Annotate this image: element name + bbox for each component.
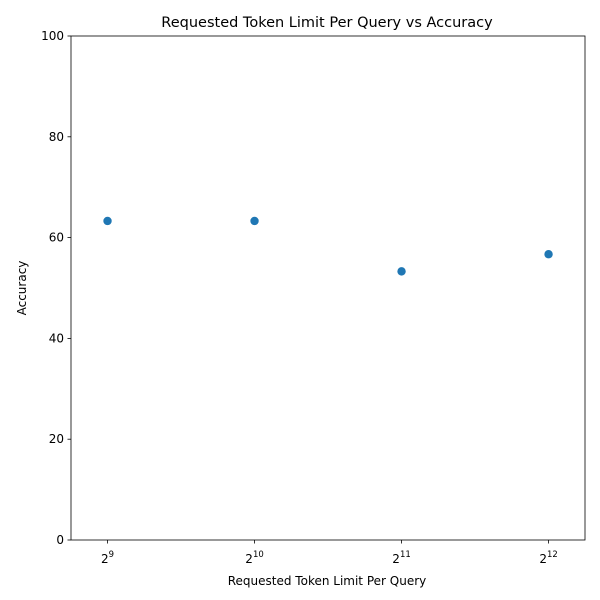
data-point — [397, 267, 406, 276]
y-tick-label: 40 — [49, 331, 64, 345]
y-tick-label: 80 — [49, 130, 64, 144]
x-tick-base: 2 — [392, 552, 400, 566]
y-tick-label: 20 — [49, 432, 64, 446]
x-tick-label: 210 — [245, 550, 263, 566]
x-axis-label: Requested Token Limit Per Query — [228, 574, 427, 588]
x-tick-label: 212 — [539, 550, 557, 566]
chart-title: Requested Token Limit Per Query vs Accur… — [161, 15, 493, 31]
y-tick-label: 60 — [49, 231, 64, 245]
y-axis-label: Accuracy — [15, 261, 29, 316]
x-tick-label: 211 — [392, 550, 410, 566]
x-tick-exponent: 11 — [400, 550, 411, 560]
data-point — [544, 250, 553, 259]
axes-frame — [70, 35, 586, 541]
x-tick-base: 2 — [245, 552, 253, 566]
x-tick-base: 2 — [539, 552, 547, 566]
x-tick-exponent: 10 — [253, 550, 264, 560]
y-tick-label: 100 — [41, 29, 64, 43]
data-point — [250, 216, 259, 226]
x-tick-exponent: 12 — [547, 550, 558, 560]
x-tick-exponent: 9 — [109, 550, 114, 560]
data-point — [103, 216, 112, 226]
y-tick-label: 0 — [56, 533, 64, 547]
x-tick-base: 2 — [101, 552, 109, 566]
x-tick-label: 29 — [101, 550, 114, 566]
